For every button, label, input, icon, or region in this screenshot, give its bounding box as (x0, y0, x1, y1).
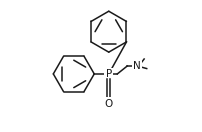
Text: N: N (133, 61, 140, 71)
Text: O: O (104, 99, 112, 109)
Text: P: P (105, 69, 111, 79)
